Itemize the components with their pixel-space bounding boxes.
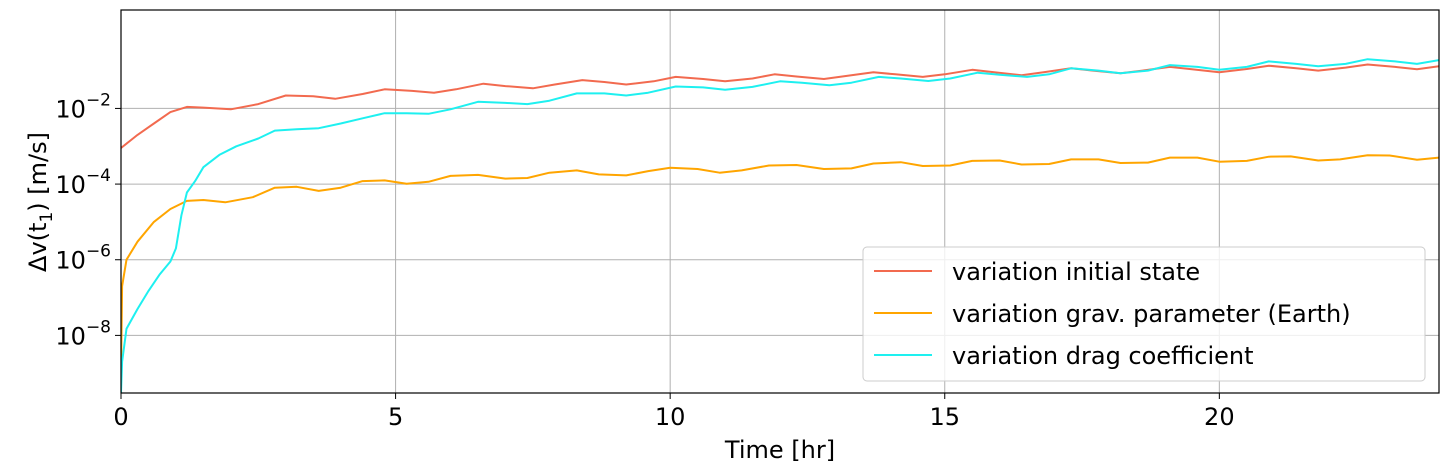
y-axis-label-subscript: 1 [37,212,57,223]
y-tick-label: 10−4 [55,166,111,199]
series-line-2 [121,154,1439,374]
y-tick-base: 10 [55,95,86,123]
y-tick-label: 10−2 [55,90,111,123]
legend-label: variation initial state [952,258,1200,286]
y-axis-label-main: Δv(t [24,223,52,272]
y-axis-ticks: 10−810−610−410−2 [55,90,121,350]
plot-frame [120,9,1440,394]
y-tick-base: 10 [55,322,86,350]
y-tick-label: 10−6 [55,242,111,275]
y-tick-exponent: −2 [86,90,111,110]
x-tick-label: 20 [1204,403,1235,431]
x-tick-label: 10 [655,403,686,431]
x-axis-ticks: 0 5 10 15 20 [113,393,1235,431]
x-tick-label: 5 [388,403,403,431]
y-tick-label: 10−8 [55,317,111,350]
x-tick-label: 15 [929,403,960,431]
y-axis-label-unit: ) [m/s] [24,132,52,212]
series-layer [121,58,1439,393]
y-axis-label: Δv(t1) [m/s] [24,132,57,272]
series-line-1 [121,63,1439,149]
legend-label: variation drag coefficient [952,342,1254,370]
x-axis-label: Time [hr] [724,436,835,464]
legend: variation initial state variation grav. p… [862,246,1426,382]
legend-box [862,246,1426,382]
y-tick-base: 10 [55,171,86,199]
y-tick-exponent: −8 [86,317,111,337]
y-tick-base: 10 [55,247,86,275]
y-tick-exponent: −6 [86,242,111,262]
y-tick-exponent: −4 [86,166,111,186]
x-tick-label: 0 [113,403,128,431]
legend-label: variation grav. parameter (Earth) [952,300,1351,328]
series-line-3 [121,58,1439,393]
